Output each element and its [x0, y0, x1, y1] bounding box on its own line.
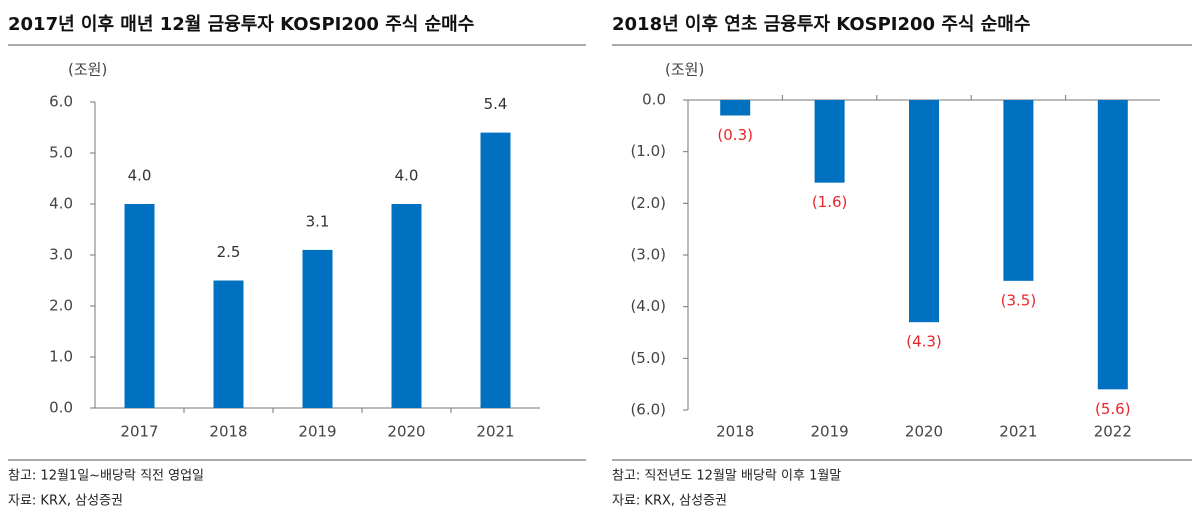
- y-tick-label: 4.0: [49, 195, 73, 213]
- value-label: 4.0: [395, 167, 419, 185]
- bar: [302, 249, 333, 408]
- bar: [480, 132, 511, 408]
- y-tick-label: 2.0: [49, 297, 73, 315]
- value-label: (5.6): [1095, 400, 1131, 418]
- x-tick-label: 2021: [999, 423, 1037, 441]
- x-tick-label: 2019: [298, 423, 336, 441]
- x-tick-label: 2019: [811, 423, 849, 441]
- value-label: (1.6): [812, 193, 848, 211]
- y-tick-label: 6.0: [49, 93, 73, 111]
- bar: [124, 204, 155, 408]
- bar: [213, 280, 244, 408]
- bar: [1097, 100, 1128, 390]
- value-label: 3.1: [306, 212, 330, 230]
- y-tick-label: (6.0): [630, 401, 666, 419]
- x-tick-label: 2020: [905, 423, 943, 441]
- y-tick-label: (3.0): [630, 246, 666, 264]
- y-tick-label: 0.0: [642, 91, 666, 109]
- unit-label: (조원): [665, 61, 704, 79]
- x-tick-label: 2020: [387, 423, 425, 441]
- value-label: 4.0: [128, 167, 152, 185]
- source: 자료: KRX, 삼성증권: [612, 494, 727, 509]
- source: 자료: KRX, 삼성증권: [8, 494, 123, 509]
- bar: [391, 204, 422, 408]
- y-tick-label: 1.0: [49, 348, 73, 366]
- value-label: 2.5: [217, 243, 241, 261]
- x-tick-label: 2018: [716, 423, 754, 441]
- note: 참고: 직전년도 12월말 배당락 이후 1월말: [612, 469, 841, 484]
- unit-label: (조원): [68, 61, 107, 79]
- chart-title: 2018년 이후 연초 금융투자 KOSPI200 주식 순매수: [612, 14, 1030, 35]
- bar: [720, 100, 751, 116]
- x-tick-label: 2018: [209, 423, 247, 441]
- y-tick-label: (2.0): [630, 194, 666, 212]
- note: 참고: 12월1일~배당락 직전 영업일: [8, 469, 204, 484]
- chart-title: 2017년 이후 매년 12월 금융투자 KOSPI200 주식 순매수: [8, 14, 474, 35]
- y-tick-label: 0.0: [49, 399, 73, 417]
- bar: [909, 100, 939, 323]
- value-label: (4.3): [906, 333, 942, 351]
- y-tick-label: 5.0: [49, 144, 73, 162]
- x-tick-label: 2017: [120, 423, 158, 441]
- y-tick-label: (4.0): [630, 297, 666, 315]
- bar: [1003, 100, 1034, 281]
- value-label: 5.4: [484, 95, 508, 113]
- value-label: (0.3): [717, 126, 753, 144]
- x-tick-label: 2021: [476, 423, 514, 441]
- value-label: (3.5): [1001, 291, 1037, 309]
- bar: [814, 100, 845, 183]
- y-tick-label: (5.0): [630, 349, 666, 367]
- x-tick-label: 2022: [1094, 423, 1132, 441]
- y-tick-label: 3.0: [49, 246, 73, 264]
- y-tick-label: (1.0): [630, 142, 666, 160]
